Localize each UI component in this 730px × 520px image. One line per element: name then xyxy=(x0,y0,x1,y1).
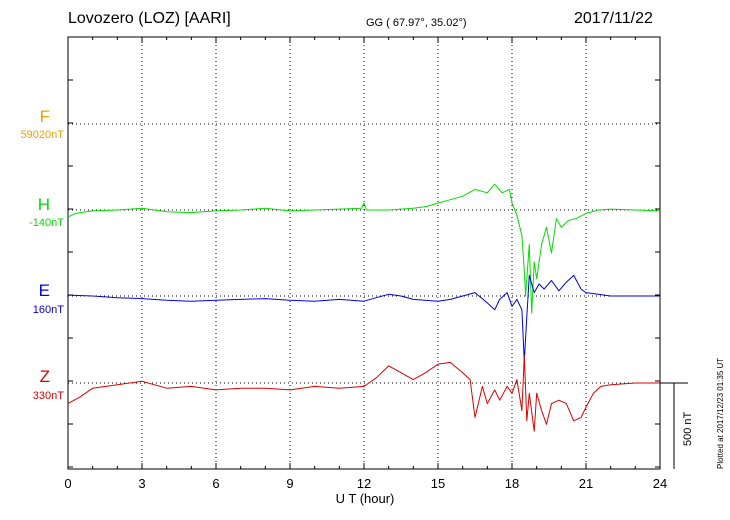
x-tick-label: 24 xyxy=(652,476,668,491)
x-tick-label: 15 xyxy=(430,476,446,491)
scale-bar xyxy=(660,382,688,469)
series-layer xyxy=(67,183,661,432)
channel-f-baseline: 59020nT xyxy=(20,129,64,141)
channel-e-baseline: 160nT xyxy=(32,304,64,316)
station-title: Lovozero (LOZ) [AARI] xyxy=(68,10,231,27)
plotted-at-note: Plotted at 2017/12/23 01:35 UT xyxy=(716,357,725,469)
series-line-e xyxy=(67,274,660,362)
x-tick-label: 0 xyxy=(64,476,72,491)
x-axis-label: U T (hour) xyxy=(335,491,395,506)
grid-layer xyxy=(67,37,661,469)
x-tick-label: 12 xyxy=(356,476,372,491)
channel-z-baseline: 330nT xyxy=(32,390,64,402)
channel-z-label: Z xyxy=(39,367,50,386)
station-coordinates: GG ( 67.97°, 35.02°) xyxy=(366,17,467,29)
channel-h-label: H xyxy=(37,195,50,214)
channel-h-baseline: -140nT xyxy=(29,217,64,229)
x-tick-label: 6 xyxy=(212,476,220,491)
channel-e-label: E xyxy=(38,281,50,300)
series-line-z xyxy=(67,355,660,432)
plot-date: 2017/11/22 xyxy=(574,10,653,27)
x-tick-label: 9 xyxy=(286,476,294,491)
scale-bar-label: 500 nT xyxy=(682,411,694,446)
series-line-h xyxy=(67,183,661,314)
x-tick-label: 3 xyxy=(138,476,146,491)
x-tick-label: 18 xyxy=(504,476,520,491)
channel-f-label: F xyxy=(39,107,50,126)
x-tick-label: 21 xyxy=(578,476,594,491)
